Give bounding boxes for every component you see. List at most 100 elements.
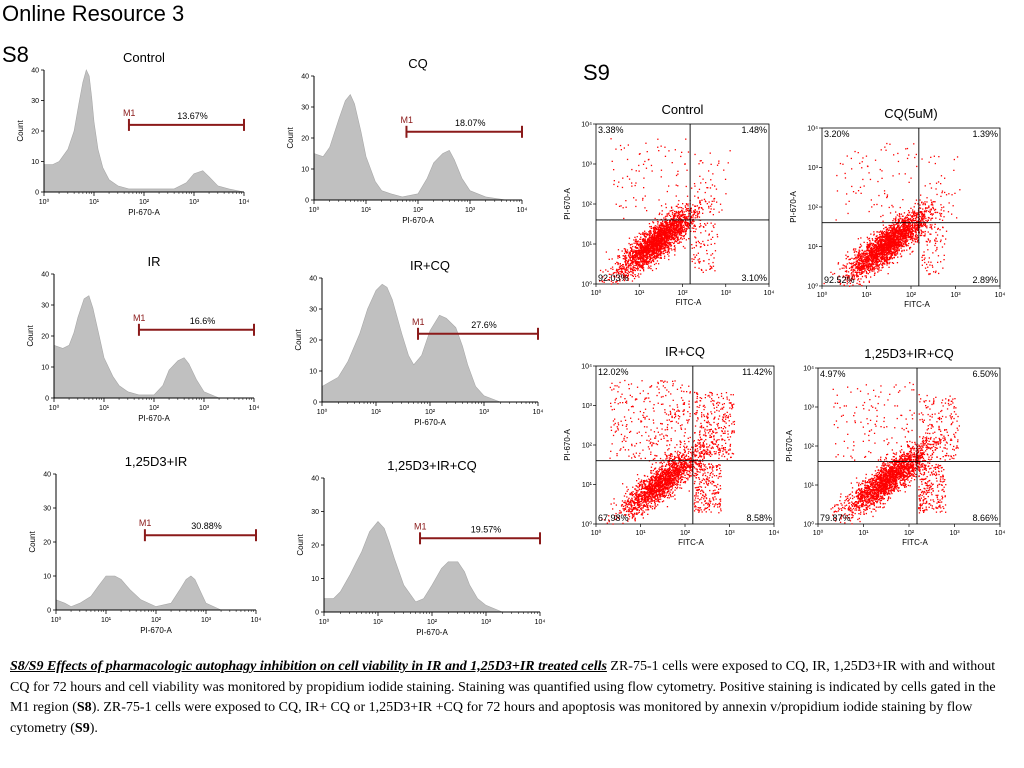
event-dot [626, 262, 629, 264]
event-dot [654, 231, 657, 233]
event-dot [657, 237, 659, 239]
x-tick-label: 10² [413, 207, 424, 214]
event-dot [856, 265, 858, 268]
event-dot [644, 240, 646, 242]
event-dot [860, 245, 863, 247]
y-tick-label: 10 [41, 365, 49, 372]
event-dot [653, 244, 655, 247]
event-dot [614, 271, 616, 274]
event-dot [680, 214, 682, 216]
event-dot [658, 150, 660, 152]
event-dot [638, 153, 641, 155]
event-dot [679, 215, 681, 217]
event-dot [905, 235, 907, 238]
event-dot [674, 250, 676, 252]
event-dot [880, 240, 882, 242]
event-dot [912, 230, 914, 232]
event-dot [870, 253, 872, 255]
event-dot [681, 234, 683, 237]
event-dot [886, 262, 888, 264]
event-dot [650, 249, 652, 251]
event-dot [661, 222, 663, 224]
event-dot [665, 231, 667, 234]
event-dot [867, 238, 869, 240]
event-dot [636, 242, 639, 245]
event-dot [898, 248, 900, 250]
event-dot [625, 269, 627, 271]
event-dot [637, 273, 640, 275]
event-dot [914, 202, 916, 205]
event-dot [890, 248, 892, 251]
event-dot [651, 240, 654, 243]
event-dot [899, 227, 901, 229]
event-dot [670, 222, 672, 225]
event-dot [892, 248, 894, 251]
event-dot [867, 266, 869, 268]
event-dot [710, 205, 712, 207]
event-dot [712, 236, 714, 238]
event-dot [646, 246, 648, 248]
event-dot [676, 239, 678, 241]
event-dot [674, 215, 676, 218]
event-dot [895, 218, 897, 220]
event-dot [902, 224, 904, 226]
y-tick-label: 10 [301, 167, 309, 174]
event-dot [641, 257, 643, 259]
event-dot [852, 249, 855, 251]
s8-panel-label: S8 [2, 42, 29, 67]
event-dot [664, 236, 666, 238]
event-dot [653, 241, 655, 243]
event-dot [899, 216, 901, 218]
event-dot [662, 238, 664, 240]
event-dot [845, 265, 847, 267]
event-dot [648, 240, 650, 242]
event-dot [645, 246, 648, 248]
event-dot [886, 245, 889, 247]
event-dot [688, 238, 690, 240]
event-dot [665, 229, 667, 231]
event-dot [903, 219, 905, 222]
event-dot [932, 208, 935, 210]
event-dot [668, 226, 670, 228]
event-dot [908, 232, 910, 234]
event-dot [869, 243, 871, 245]
event-dot [864, 275, 866, 277]
event-dot [639, 258, 641, 260]
event-dot [666, 190, 668, 193]
event-dot [881, 256, 883, 259]
event-dot [848, 279, 850, 281]
event-dot [902, 228, 904, 230]
event-dot [910, 235, 912, 237]
event-dot [670, 244, 673, 246]
event-dot [682, 230, 684, 232]
event-dot [623, 273, 625, 275]
event-dot [869, 269, 871, 272]
event-dot [896, 214, 898, 216]
event-dot [673, 242, 675, 244]
event-dot [637, 256, 639, 258]
event-dot [681, 227, 683, 229]
event-dot [694, 217, 696, 219]
event-dot [640, 252, 643, 254]
event-dot [630, 256, 632, 258]
event-dot [894, 253, 896, 255]
event-dot [655, 262, 657, 265]
event-dot [896, 245, 898, 247]
event-dot [638, 232, 640, 234]
event-dot [672, 230, 674, 232]
event-dot [667, 232, 669, 234]
event-dot [642, 268, 645, 271]
event-dot [928, 210, 930, 213]
event-dot [893, 237, 895, 240]
event-dot [679, 227, 682, 229]
event-dot [674, 245, 676, 247]
event-dot [694, 230, 696, 233]
event-dot [868, 262, 871, 265]
event-dot [677, 239, 679, 242]
event-dot [694, 195, 696, 197]
s9-panel-label: S9 [583, 60, 610, 85]
y-tick-label: 10¹ [582, 242, 593, 249]
event-dot [859, 271, 861, 274]
event-dot [874, 256, 876, 258]
event-dot [665, 251, 667, 253]
